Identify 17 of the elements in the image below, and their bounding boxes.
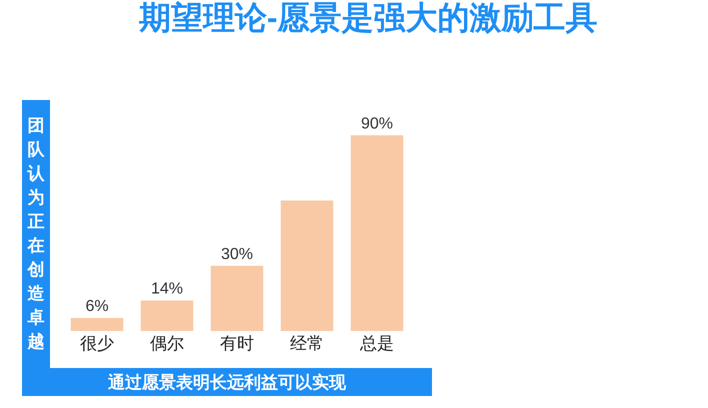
bar — [280, 200, 334, 331]
x-tick-label: 经常 — [290, 334, 324, 353]
x-tick-label: 很少 — [80, 334, 114, 353]
data-label: 90% — [360, 115, 394, 132]
text: 团队认为正在创造卓越 — [28, 116, 44, 351]
bar — [70, 318, 124, 331]
x-axis-title: 通过愿景表明长远利益可以实现 — [22, 368, 432, 396]
data-label: 14% — [150, 280, 184, 298]
bar — [210, 266, 264, 331]
x-tick-label: 有时 — [220, 334, 254, 353]
x-tick-label: 偶尔 — [150, 334, 184, 353]
x-tick-label: 总是 — [359, 334, 394, 353]
bar — [350, 135, 404, 331]
data-label: 30% — [220, 246, 254, 263]
bar — [140, 300, 194, 331]
chart-title: 期望理论-愿景是强大的激励工具 — [138, 0, 598, 36]
data-label: 6% — [85, 298, 109, 315]
